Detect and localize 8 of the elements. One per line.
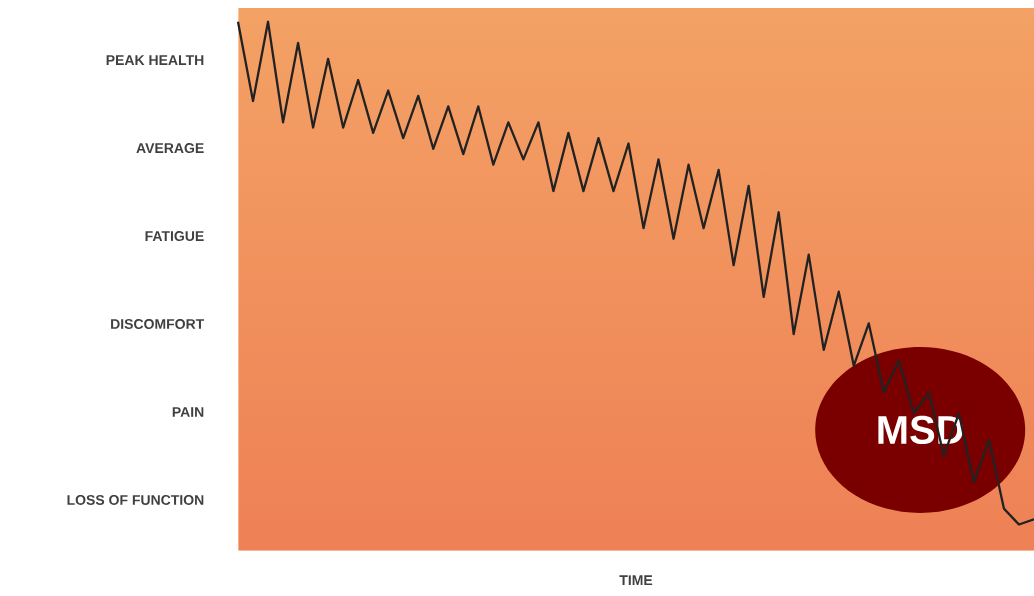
annotation: MSD: [878, 415, 963, 445]
text: FATIGUE: [145, 231, 204, 242]
text: AVERAGE: [136, 143, 204, 154]
text: DISCOMFORT: [111, 319, 205, 329]
text: LOSS OF FUNCTION: [67, 495, 204, 505]
text: PEAK HEALTH: [106, 55, 204, 65]
x-axis-title: TIME: [619, 575, 653, 585]
text: PAIN: [172, 407, 204, 417]
